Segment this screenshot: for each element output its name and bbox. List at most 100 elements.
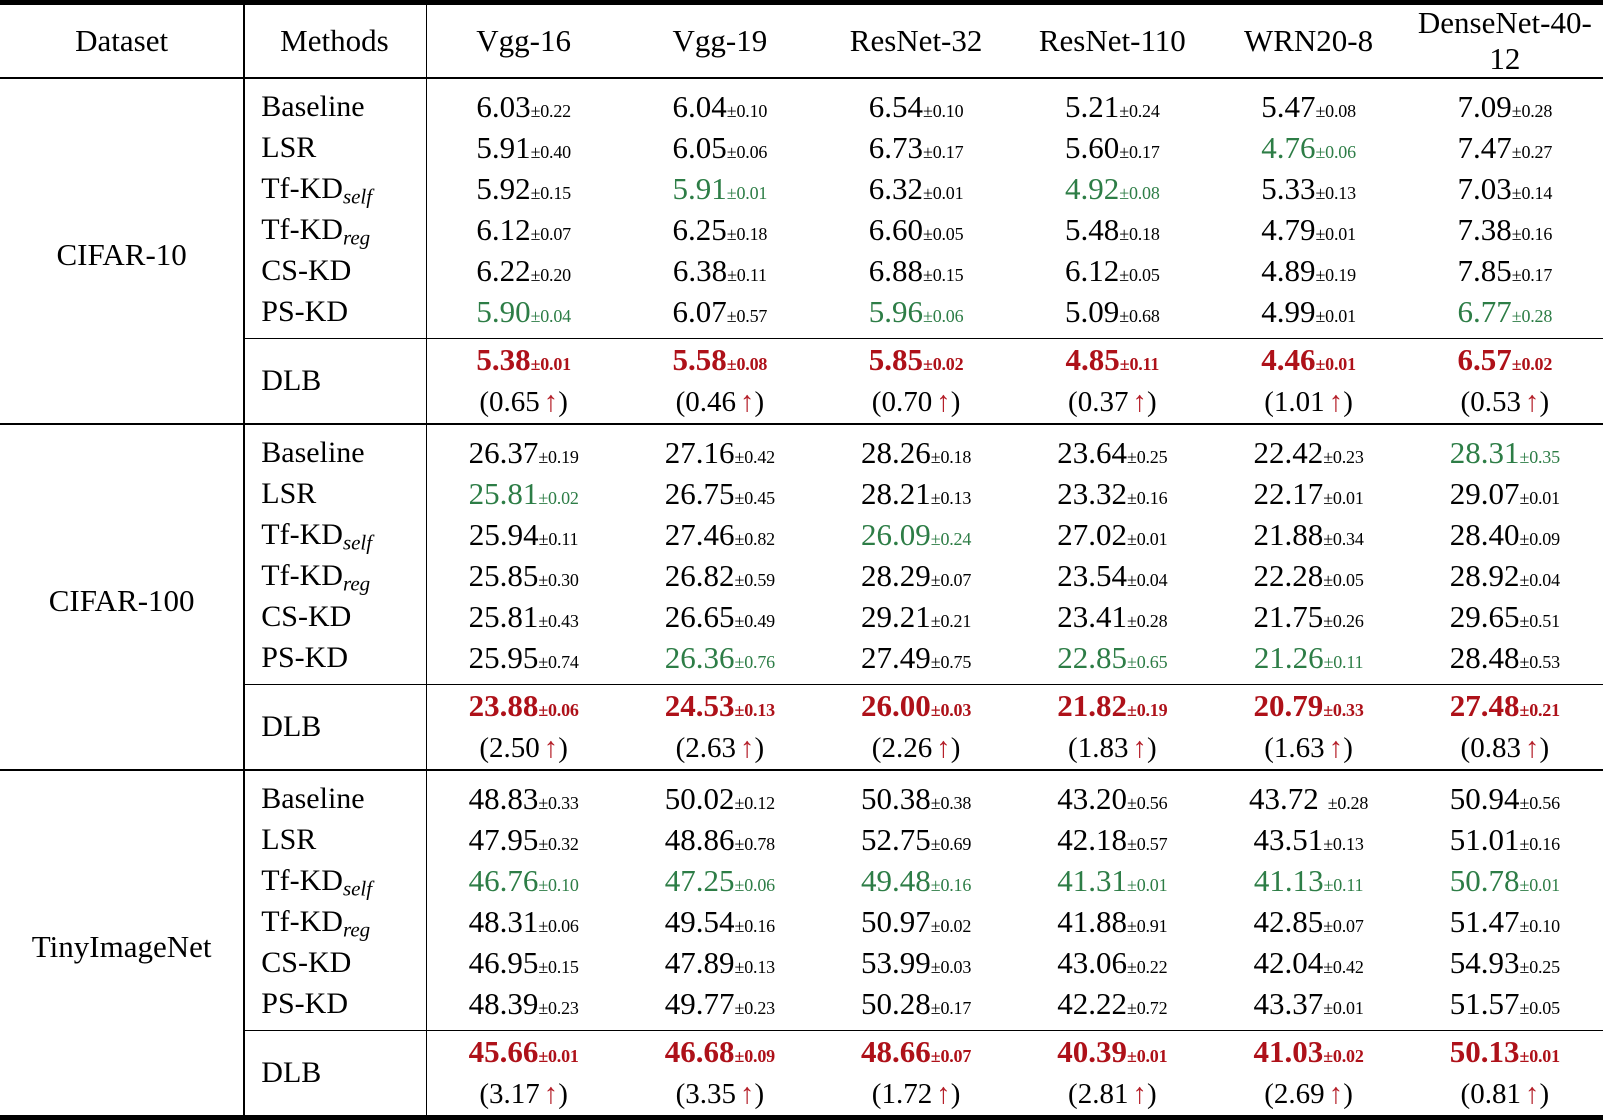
up-arrow-icon: ↑ <box>1132 732 1147 764</box>
metric-value-dlb: 27.48±0.21 <box>1450 688 1560 724</box>
metric-mean: 6.05 <box>672 129 727 165</box>
metric-value: 50.94±0.56 <box>1450 781 1560 817</box>
metric-std: ±0.18 <box>726 223 768 244</box>
metric-mean: 28.21 <box>861 475 931 511</box>
metric-mean: 50.97 <box>861 903 931 939</box>
metric-mean: 5.33 <box>1261 170 1316 206</box>
metric-value: 41.31±0.01 <box>1057 863 1167 899</box>
metric-std: ±0.13 <box>930 487 972 508</box>
metric-mean: 23.64 <box>1057 434 1128 470</box>
metric-mean: 5.38 <box>476 342 531 377</box>
method-cell: CS-KD <box>243 942 425 983</box>
metric-std: ±0.78 <box>734 833 776 854</box>
method-cell-dlb: DLB <box>243 338 425 425</box>
metric-mean: 5.58 <box>672 342 727 377</box>
dlb-row-mean: DLB 5.38±0.01 5.58±0.08 5.85±0.02 4.85±0.11 4… <box>0 338 1603 423</box>
metric-mean: 42.04 <box>1253 944 1324 980</box>
metric-mean: 42.18 <box>1057 821 1128 857</box>
value-cell: 7.85±0.17 <box>1407 250 1603 291</box>
metric-value: 7.38±0.16 <box>1458 212 1553 248</box>
method-label: DLB <box>261 1056 322 1089</box>
metric-mean: 53.99 <box>861 944 931 980</box>
value-cell: 43.06±0.22 <box>1014 942 1210 983</box>
value-cell: 6.04±0.10 <box>622 78 818 127</box>
metric-gain: (1.01 ↑) <box>1264 386 1353 418</box>
table-row: Tf-KDreg 6.12±0.07 6.25±0.18 6.60±0.05 5.48±… <box>0 209 1603 250</box>
table-row: CIFAR-10 Baseline 6.03±0.22 6.04±0.10 6.54±0… <box>0 78 1603 272</box>
metric-value: 25.85±0.30 <box>469 558 579 594</box>
value-cell: 29.65±0.51 <box>1407 596 1603 637</box>
metric-value: 5.47±0.08 <box>1261 89 1356 125</box>
metric-mean: 4.89 <box>1261 252 1316 288</box>
metric-value: 26.82±0.59 <box>665 558 775 594</box>
value-cell: 43.20±0.56 <box>1014 770 1210 819</box>
table-row: CS-KD 6.22±0.20 6.38±0.11 6.88±0.15 6.12±0.0… <box>0 250 1603 291</box>
metric-value: 7.85±0.17 <box>1458 253 1553 289</box>
value-cell: 26.09±0.24 <box>818 514 1014 555</box>
value-cell: 22.17±0.01 <box>1210 473 1406 514</box>
metric-std: ±0.34 <box>1323 528 1364 549</box>
metric-value: 5.33±0.13 <box>1261 171 1356 207</box>
metric-value-dlb: 5.85±0.02 <box>869 342 964 378</box>
up-arrow-icon: ↑ <box>739 386 755 418</box>
value-cell: 21.26±0.11 <box>1210 637 1406 685</box>
metric-value: 6.22±0.20 <box>476 253 571 289</box>
metric-value: 7.09±0.28 <box>1458 89 1553 125</box>
value-cell: 43.72 ±0.28 <box>1210 770 1406 819</box>
metric-mean: 49.54 <box>664 903 735 939</box>
value-cell-gain: (0.81 ↑) <box>1407 1073 1603 1118</box>
metric-value: 5.91±0.01 <box>673 171 768 207</box>
value-cell: 47.95±0.32 <box>425 819 622 860</box>
metric-mean: 21.75 <box>1253 598 1324 634</box>
up-arrow-icon: ↑ <box>1524 386 1540 418</box>
metric-mean: 5.21 <box>1065 88 1120 124</box>
method-cell: Tf-KDself <box>243 860 425 901</box>
metric-value: 6.54±0.10 <box>869 89 964 125</box>
metric-value: 6.12±0.05 <box>1065 253 1160 289</box>
value-cell-gain: (2.26 ↑) <box>818 727 1014 770</box>
column-header-vgg-19: Vgg-19 <box>672 23 768 58</box>
metric-mean: 52.75 <box>861 821 931 857</box>
metric-mean: 25.95 <box>468 639 539 675</box>
value-cell: 6.05±0.06 <box>622 127 818 168</box>
metric-std: ±0.25 <box>1519 956 1561 977</box>
value-cell-dlb: 46.68±0.09 <box>622 1031 818 1074</box>
metric-mean: 50.28 <box>861 985 931 1021</box>
metric-std: ±0.57 <box>1127 833 1168 854</box>
metric-std: ±0.01 <box>1323 487 1364 508</box>
value-cell: 43.51±0.13 <box>1210 819 1406 860</box>
value-cell: 5.09±0.68 <box>1014 291 1210 339</box>
method-cell: Baseline <box>243 78 425 127</box>
value-cell-dlb: 26.00±0.03 <box>818 685 1014 728</box>
up-arrow-icon: ↑ <box>1132 386 1147 418</box>
metric-value: 43.51±0.13 <box>1254 822 1364 858</box>
metric-value-dlb: 6.57±0.02 <box>1458 342 1553 378</box>
metric-value: 4.76±0.06 <box>1261 130 1356 166</box>
metric-mean: 29.21 <box>861 598 931 634</box>
metric-mean: 21.82 <box>1057 688 1128 723</box>
value-cell: 49.77±0.23 <box>622 983 818 1031</box>
metric-gain: (2.69 ↑) <box>1264 1078 1353 1110</box>
metric-mean: 6.03 <box>476 88 531 124</box>
method-cell: LSR <box>243 473 425 514</box>
metric-mean: 28.31 <box>1449 434 1520 470</box>
metric-gain: (1.63 ↑) <box>1264 732 1353 764</box>
metric-std: ±0.24 <box>930 528 972 549</box>
value-cell-gain: (2.63 ↑) <box>622 727 818 770</box>
metric-std: ±0.51 <box>1519 610 1561 631</box>
method-label: PS-KD <box>261 294 348 328</box>
metric-std: ±0.03 <box>930 956 972 977</box>
value-cell: 22.85±0.65 <box>1014 637 1210 685</box>
column-header-methods: Methods <box>243 2 425 79</box>
metric-mean: 5.47 <box>1261 88 1316 124</box>
metric-std: ±0.20 <box>530 264 572 285</box>
metric-value: 50.38±0.38 <box>861 781 971 817</box>
metric-std: ±0.65 <box>1127 651 1168 672</box>
metric-std: ±0.01 <box>1519 1046 1561 1066</box>
method-label: Tf-KDreg <box>261 904 371 941</box>
metric-value: 4.92±0.08 <box>1065 171 1160 207</box>
value-cell: 48.83±0.33 <box>425 770 622 819</box>
metric-mean: 47.95 <box>468 821 539 857</box>
metric-value: 27.16±0.42 <box>665 435 775 471</box>
metric-std: ±0.04 <box>1127 569 1168 590</box>
